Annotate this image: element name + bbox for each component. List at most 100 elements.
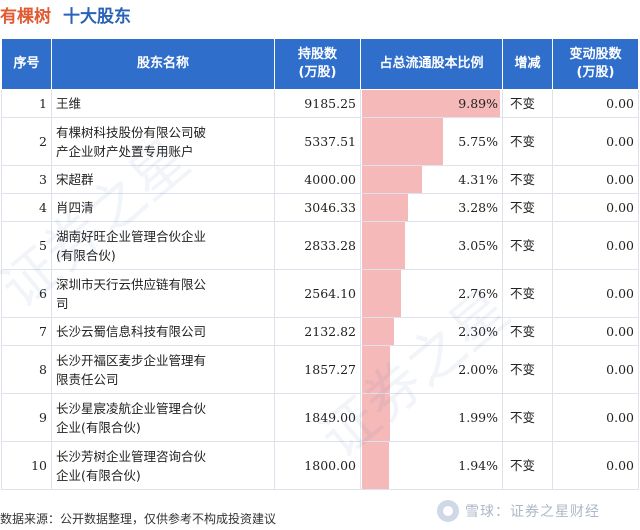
delta-cell: 0.00 bbox=[552, 269, 639, 318]
delta-cell: 0.00 bbox=[552, 117, 639, 166]
ratio-label: 2.76% bbox=[458, 286, 498, 301]
shares-cell: 4000.00 bbox=[274, 165, 361, 194]
holder-name-cell: 长沙星宸凌航企业管理合伙 企业(有限合伙) bbox=[51, 393, 275, 442]
header-shares-line2: (万股) bbox=[298, 65, 337, 80]
ratio-label: 2.00% bbox=[458, 362, 498, 377]
holder-name-cell: 长沙开福区麦步企业管理有 限责任公司 bbox=[51, 345, 275, 394]
holder-name-line2: 限责任公司 bbox=[56, 371, 119, 387]
rank-cell: 3 bbox=[1, 165, 52, 194]
holder-name-line1: 长沙开福区麦步企业管理有 bbox=[56, 352, 207, 368]
ratio-cell: 2.00% bbox=[360, 345, 503, 394]
delta-cell: 0.00 bbox=[552, 345, 639, 394]
table-row: 7 长沙云蜀信息科技有限公司 2132.82 2.30% 不变 0.00 bbox=[1, 317, 639, 346]
holder-name-cell: 有棵树科技股份有限公司破 产企业财产处置专用账户 bbox=[51, 117, 275, 166]
header-shares: 持股数 (万股) bbox=[274, 38, 361, 90]
change-cell: 不变 bbox=[502, 193, 553, 222]
ratio-label: 2.30% bbox=[458, 324, 498, 339]
holder-name-line2: (有限合伙) bbox=[56, 247, 116, 263]
rank-cell: 7 bbox=[1, 317, 52, 346]
table-row: 10 长沙芳树企业管理咨询合伙 企业(有限合伙) 1800.00 1.94% 不变 0.00 bbox=[1, 441, 639, 490]
shares-cell: 2132.82 bbox=[274, 317, 361, 346]
shares-cell: 3046.33 bbox=[274, 193, 361, 222]
header-delta: 变动股数 (万股) bbox=[552, 38, 639, 90]
rank-cell: 4 bbox=[1, 193, 52, 222]
ratio-cell: 3.05% bbox=[360, 221, 503, 270]
header-ratio: 占总流通股本比例 bbox=[360, 38, 503, 90]
ratio-label: 3.05% bbox=[458, 238, 498, 253]
holder-name-line1: 有棵树科技股份有限公司破 bbox=[56, 124, 207, 140]
holder-name-line1: 长沙芳树企业管理咨询合伙 bbox=[56, 448, 207, 464]
shares-cell: 2833.28 bbox=[274, 221, 361, 270]
change-cell: 不变 bbox=[502, 221, 553, 270]
change-cell: 不变 bbox=[502, 269, 553, 318]
holder-name-line2: 企业(有限合伙) bbox=[56, 467, 141, 483]
delta-cell: 0.00 bbox=[552, 393, 639, 442]
ratio-bar bbox=[362, 90, 501, 117]
shares-cell: 2564.10 bbox=[274, 269, 361, 318]
header-delta-line2: (万股) bbox=[576, 65, 615, 80]
rank-cell: 6 bbox=[1, 269, 52, 318]
change-cell: 不变 bbox=[502, 89, 553, 118]
change-cell: 不变 bbox=[502, 393, 553, 442]
delta-cell: 0.00 bbox=[552, 441, 639, 490]
shares-cell: 1849.00 bbox=[274, 393, 361, 442]
table-row: 8 长沙开福区麦步企业管理有 限责任公司 1857.27 2.00% 不变 0.00 bbox=[1, 345, 639, 394]
rank-cell: 2 bbox=[1, 117, 52, 166]
header-shares-line1: 持股数 bbox=[297, 47, 337, 62]
ratio-bar bbox=[362, 194, 408, 221]
holder-name-line2: 司 bbox=[56, 295, 69, 311]
ratio-bar bbox=[362, 442, 390, 489]
snowball-icon bbox=[437, 500, 459, 522]
header-delta-line1: 变动股数 bbox=[569, 47, 622, 62]
delta-cell: 0.00 bbox=[552, 317, 639, 346]
delta-cell: 0.00 bbox=[552, 89, 639, 118]
delta-cell: 0.00 bbox=[552, 165, 639, 194]
header-rank: 序号 bbox=[1, 38, 52, 90]
brand-logo: 雪球：证券之星财经 bbox=[437, 498, 637, 524]
ratio-label: 4.31% bbox=[458, 172, 498, 187]
ratio-cell: 3.28% bbox=[360, 193, 503, 222]
shares-cell: 1800.00 bbox=[274, 441, 361, 490]
ratio-bar bbox=[362, 118, 443, 165]
rank-cell: 8 bbox=[1, 345, 52, 394]
ratio-label: 9.89% bbox=[458, 96, 498, 111]
rank-cell: 5 bbox=[1, 221, 52, 270]
ratio-bar bbox=[362, 222, 405, 269]
holder-name-line1: 长沙星宸凌航企业管理合伙 bbox=[56, 400, 207, 416]
change-cell: 不变 bbox=[502, 165, 553, 194]
ratio-cell: 2.30% bbox=[360, 317, 503, 346]
data-source-note: 数据来源：公开数据整理，仅供参考不构成投资建议 bbox=[0, 512, 277, 526]
holder-name-cell: 深圳市天行云供应链有限公司 bbox=[51, 269, 275, 318]
ratio-label: 1.99% bbox=[458, 410, 498, 425]
rank-cell: 1 bbox=[1, 89, 52, 118]
holder-name-cell: 宋超群 bbox=[51, 165, 275, 194]
table-header-row: 序号 股东名称 持股数 (万股) 占总流通股本比例 增减 变动股数 (万股) bbox=[1, 38, 639, 90]
delta-cell: 0.00 bbox=[552, 221, 639, 270]
company-name: 有棵树 bbox=[0, 7, 51, 27]
change-cell: 不变 bbox=[502, 441, 553, 490]
header-change: 增减 bbox=[502, 38, 553, 90]
table-row: 6 深圳市天行云供应链有限公司 2564.10 2.76% 不变 0.00 bbox=[1, 269, 639, 318]
table-row: 1 王维 9185.25 9.89% 不变 0.00 bbox=[1, 89, 639, 118]
holder-name-cell: 王维 bbox=[51, 89, 275, 118]
table-row: 4 肖四清 3046.33 3.28% 不变 0.00 bbox=[1, 193, 639, 222]
ratio-label: 1.94% bbox=[458, 458, 498, 473]
holder-name-cell: 肖四清 bbox=[51, 193, 275, 222]
change-cell: 不变 bbox=[502, 317, 553, 346]
rank-cell: 10 bbox=[1, 441, 52, 490]
page-title: 有棵树 十大股东 bbox=[0, 2, 131, 32]
ratio-cell: 1.94% bbox=[360, 441, 503, 490]
shareholders-table: 序号 股东名称 持股数 (万股) 占总流通股本比例 增减 变动股数 (万股) 1 王维… bbox=[1, 38, 639, 490]
holder-name-cell: 长沙云蜀信息科技有限公司 bbox=[51, 317, 275, 346]
change-cell: 不变 bbox=[502, 117, 553, 166]
ratio-label: 5.75% bbox=[458, 134, 498, 149]
holder-name-line1: 湖南好旺企业管理合伙企业 bbox=[56, 228, 207, 244]
holder-name-line1: 深圳市天行云供应链有限公 bbox=[56, 276, 207, 292]
change-cell: 不变 bbox=[502, 345, 553, 394]
holder-name-cell: 长沙芳树企业管理咨询合伙 企业(有限合伙) bbox=[51, 441, 275, 490]
ratio-bar bbox=[362, 270, 401, 317]
rank-cell: 9 bbox=[1, 393, 52, 442]
ratio-cell: 1.99% bbox=[360, 393, 503, 442]
table-row: 9 长沙星宸凌航企业管理合伙 企业(有限合伙) 1849.00 1.99% 不变 0.00 bbox=[1, 393, 639, 442]
table-row: 5 湖南好旺企业管理合伙企业 (有限合伙) 2833.28 3.05% 不变 0.00 bbox=[1, 221, 639, 270]
